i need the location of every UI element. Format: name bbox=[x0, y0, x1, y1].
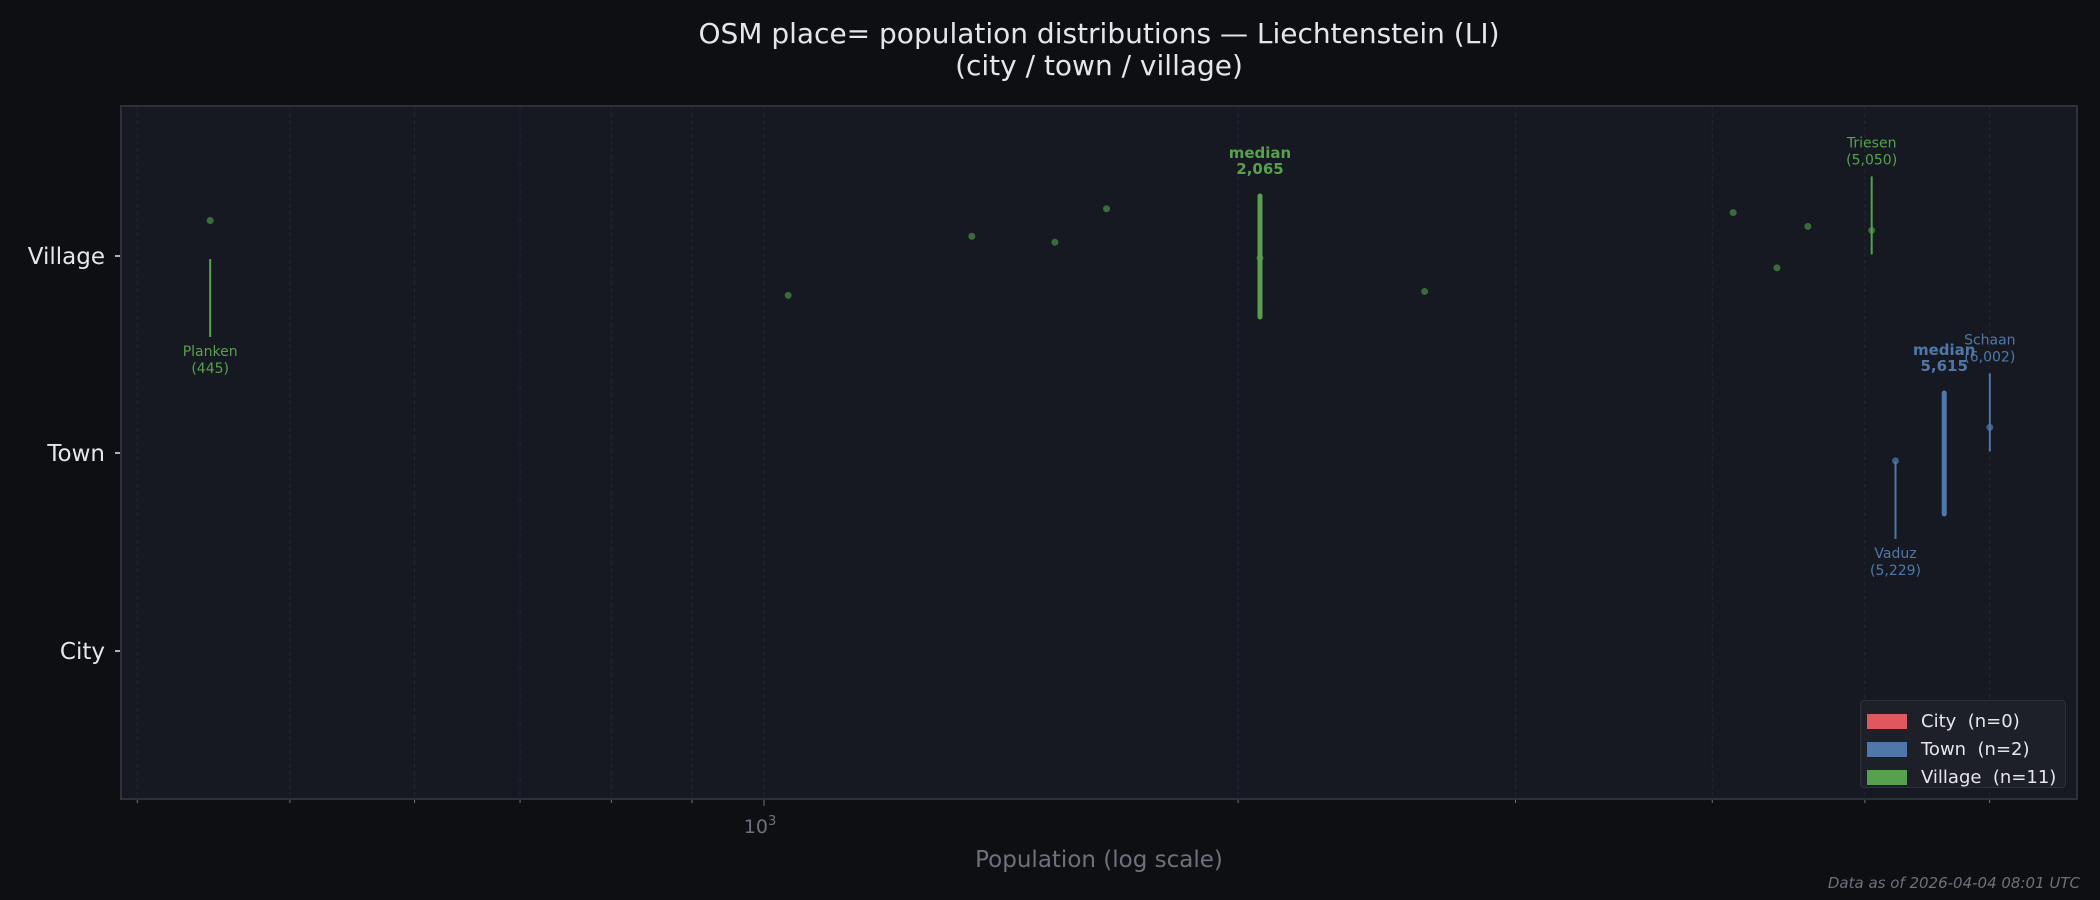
annotation-vaduz: Vaduz bbox=[1874, 546, 1916, 562]
legend-item-city: City (n=0) bbox=[1867, 707, 2059, 735]
village-point bbox=[1773, 264, 1781, 272]
legend-label-village: Village (n=11) bbox=[1921, 766, 2057, 788]
chart-title-line1: OSM place= population distributions — Li… bbox=[698, 17, 1500, 50]
data-timestamp: Data as of 2026-04-04 08:01 UTC bbox=[1827, 874, 2080, 892]
legend-swatch-village bbox=[1867, 769, 1907, 785]
y-axis: City Town Village bbox=[28, 244, 121, 665]
village-point bbox=[968, 232, 976, 240]
village-point bbox=[784, 291, 792, 299]
village-point bbox=[1729, 209, 1737, 217]
legend-item-village: Village (n=11) bbox=[1867, 763, 2059, 791]
annotation-triesen: Triesen bbox=[1846, 135, 1897, 151]
x-axis-label: Population (log scale) bbox=[975, 847, 1223, 873]
grid-lines bbox=[136, 106, 1991, 799]
village-point bbox=[1103, 205, 1111, 213]
town-median-label: median bbox=[1913, 341, 1975, 359]
chart-title-line2: (city / town / village) bbox=[955, 49, 1243, 82]
legend-item-town: Town (n=2) bbox=[1867, 735, 2059, 763]
annotation-vaduz: (5,229) bbox=[1870, 563, 1921, 579]
village-point bbox=[206, 217, 214, 225]
y-tick-label-town: Town bbox=[46, 441, 105, 467]
annotation-triesen: (5,050) bbox=[1846, 152, 1897, 168]
y-tick-label-city: City bbox=[60, 639, 105, 665]
x-tick-label: 103 bbox=[744, 814, 776, 838]
chart-title: OSM place= population distributions — Li… bbox=[0, 18, 2100, 82]
legend-label-town: Town (n=2) bbox=[1921, 738, 2030, 760]
legend-swatch-city bbox=[1867, 713, 1907, 729]
plot-frame bbox=[120, 105, 2078, 800]
village-median-label: median bbox=[1229, 144, 1291, 162]
village-median-label: 2,065 bbox=[1236, 160, 1283, 178]
y-tick-label-village: Village bbox=[28, 244, 105, 270]
annotation-schaan: Schaan bbox=[1964, 332, 2016, 348]
annotation-schaan: (6,002) bbox=[1964, 349, 2015, 365]
data-points: median5,615Vaduz(5,229)Schaan(6,002)medi… bbox=[183, 135, 2016, 578]
legend-label-city: City (n=0) bbox=[1921, 710, 2020, 732]
legend-swatch-town bbox=[1867, 741, 1907, 757]
annotation-planken: (445) bbox=[191, 361, 229, 377]
village-point bbox=[1421, 287, 1429, 295]
annotation-planken: Planken bbox=[183, 344, 238, 360]
town-median-label: 5,615 bbox=[1920, 357, 1967, 375]
village-point bbox=[1804, 222, 1812, 230]
x-axis: 103 bbox=[136, 799, 1991, 838]
legend: City (n=0) Town (n=2) Village (n=11) bbox=[1860, 700, 2066, 788]
village-point bbox=[1051, 238, 1059, 246]
plot-area bbox=[121, 106, 2077, 799]
